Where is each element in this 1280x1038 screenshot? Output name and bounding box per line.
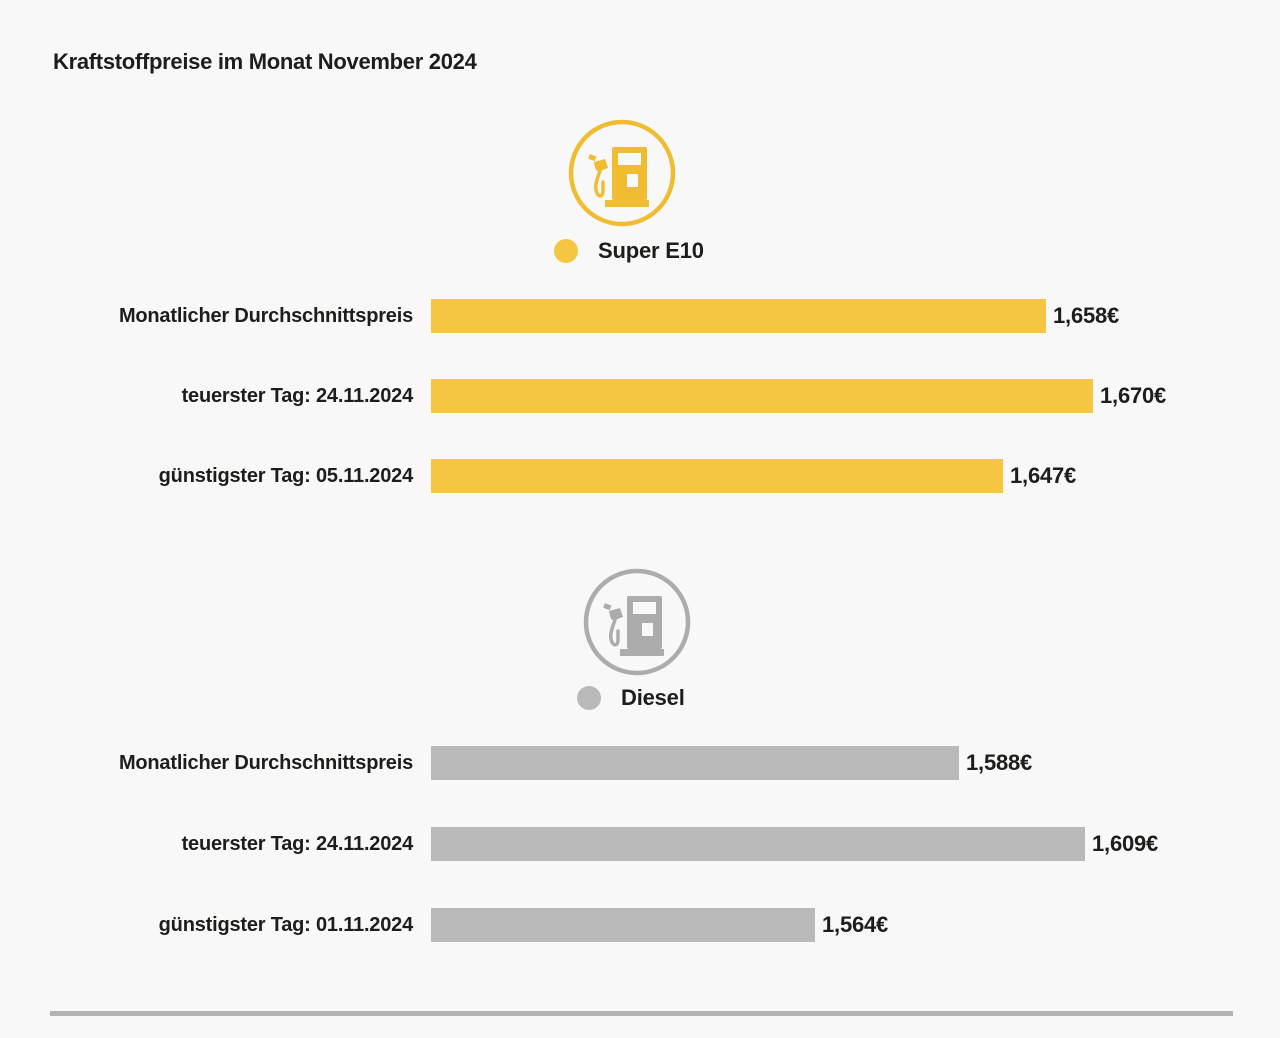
fuel-pump-icon: [567, 118, 677, 228]
legend-dot: [554, 239, 578, 263]
bar-super-min: [431, 459, 1003, 493]
bar-row: Monatlicher Durchschnittspreis 1,658€: [53, 299, 1119, 333]
fuel-pump-icon: [582, 567, 692, 677]
bar-value-label: 1,647€: [1010, 463, 1077, 488]
bar-row: günstigster Tag: 05.11.2024 1,647€: [53, 459, 1076, 493]
bar-row: günstigster Tag: 01.11.2024 1,564€: [53, 908, 888, 942]
bar-value-label: 1,564€: [822, 912, 889, 937]
bar-value-label: 1,670€: [1100, 383, 1167, 408]
bar-diesel-max: [431, 827, 1085, 861]
legend-dot: [577, 686, 601, 710]
bar-value-label: 1,609€: [1092, 831, 1159, 856]
page-title: Kraftstoffpreise im Monat November 2024: [53, 49, 477, 74]
legend-label: Diesel: [621, 685, 685, 710]
bar-super-max: [431, 379, 1093, 413]
legend-super-e10: Super E10: [554, 238, 704, 264]
bar-value-label: 1,658€: [1053, 303, 1120, 328]
bar-diesel-avg: [431, 746, 959, 780]
footer-divider: [50, 1011, 1233, 1016]
bar-row: teuerster Tag: 24.11.2024 1,609€: [53, 827, 1158, 861]
bar-diesel-min: [431, 908, 815, 942]
bar-category-label: teuerster Tag: 24.11.2024: [181, 832, 414, 855]
bar-category-label: günstigster Tag: 01.11.2024: [158, 913, 414, 936]
bar-category-label: Monatlicher Durchschnittspreis: [118, 304, 413, 327]
legend-label: Super E10: [598, 238, 704, 263]
bar-category-label: teuerster Tag: 24.11.2024: [181, 384, 414, 407]
bar-row: teuerster Tag: 24.11.2024 1,670€: [53, 379, 1166, 413]
legend-diesel: Diesel: [577, 685, 685, 711]
bar-category-label: Monatlicher Durchschnittspreis: [118, 751, 413, 774]
bar-value-label: 1,588€: [966, 750, 1033, 775]
bar-super-avg: [431, 299, 1046, 333]
bar-row: Monatlicher Durchschnittspreis 1,588€: [53, 746, 1032, 780]
bar-category-label: günstigster Tag: 05.11.2024: [158, 464, 414, 487]
